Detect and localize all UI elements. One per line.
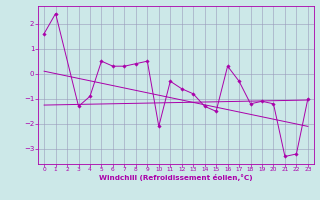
X-axis label: Windchill (Refroidissement éolien,°C): Windchill (Refroidissement éolien,°C): [99, 174, 253, 181]
